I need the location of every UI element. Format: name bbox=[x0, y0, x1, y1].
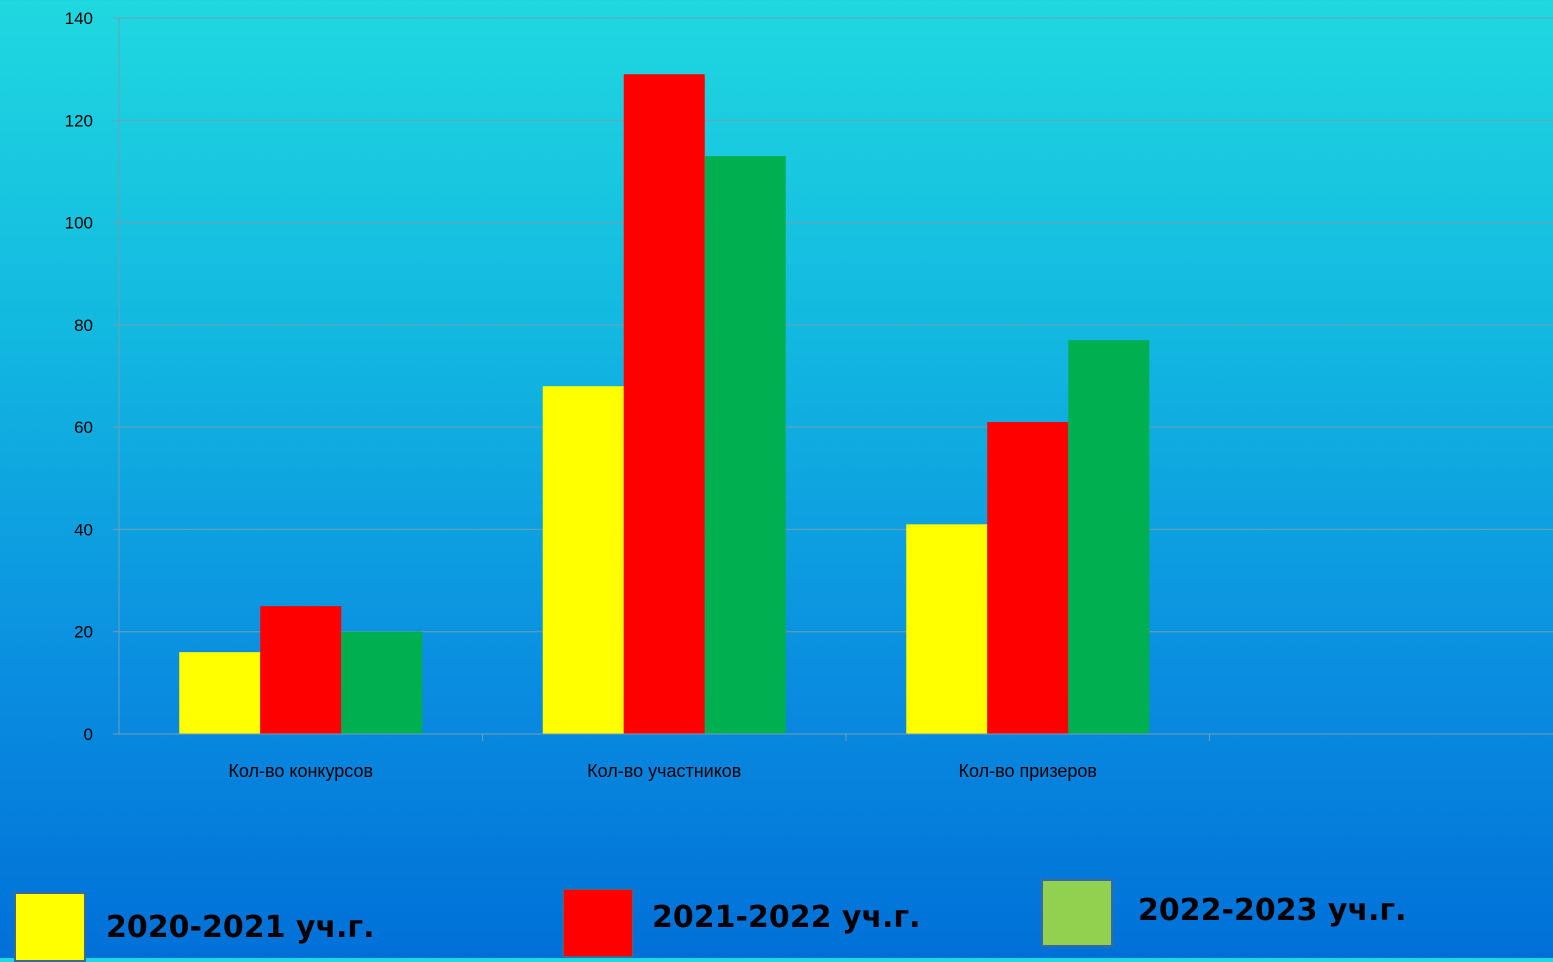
bar bbox=[260, 606, 342, 734]
bar bbox=[704, 156, 786, 735]
legend-swatch bbox=[1041, 879, 1113, 947]
legend-label: 2022-2023 уч.г. bbox=[1138, 893, 1407, 928]
y-tick-label: 140 bbox=[65, 9, 93, 28]
y-tick-label: 40 bbox=[74, 520, 93, 539]
x-tick-labels: Кол-во конкурсов Кол-во участников Кол-во … bbox=[228, 761, 1097, 781]
bar bbox=[987, 422, 1069, 734]
legend-swatch bbox=[562, 888, 634, 958]
bar bbox=[341, 631, 423, 734]
legend-label: 2020-2021 уч.г. bbox=[106, 910, 375, 945]
legend-label: 2021-2022 уч.г. bbox=[652, 900, 921, 935]
bar bbox=[906, 524, 988, 734]
bar bbox=[542, 386, 624, 734]
y-tick-label: 80 bbox=[74, 316, 93, 335]
y-tick-label: 0 bbox=[84, 725, 93, 744]
bars bbox=[179, 74, 1150, 735]
y-tick-label: 60 bbox=[74, 418, 93, 437]
legend-swatch bbox=[14, 892, 86, 962]
y-tick-label: 100 bbox=[65, 214, 93, 233]
bar bbox=[179, 652, 261, 734]
y-tick-label: 20 bbox=[74, 623, 93, 642]
gridlines bbox=[119, 17, 1553, 633]
y-tick-label: 120 bbox=[65, 111, 93, 130]
bar bbox=[1068, 340, 1150, 734]
bar bbox=[623, 74, 705, 734]
x-tick-label: Кол-во участников bbox=[587, 761, 741, 781]
x-tick-label: Кол-во призеров bbox=[959, 761, 1097, 781]
axes bbox=[113, 17, 1553, 741]
x-tick-label: Кол-во конкурсов bbox=[228, 761, 373, 781]
y-tick-labels: 0 20 40 60 80 100 120 140 bbox=[65, 9, 93, 744]
